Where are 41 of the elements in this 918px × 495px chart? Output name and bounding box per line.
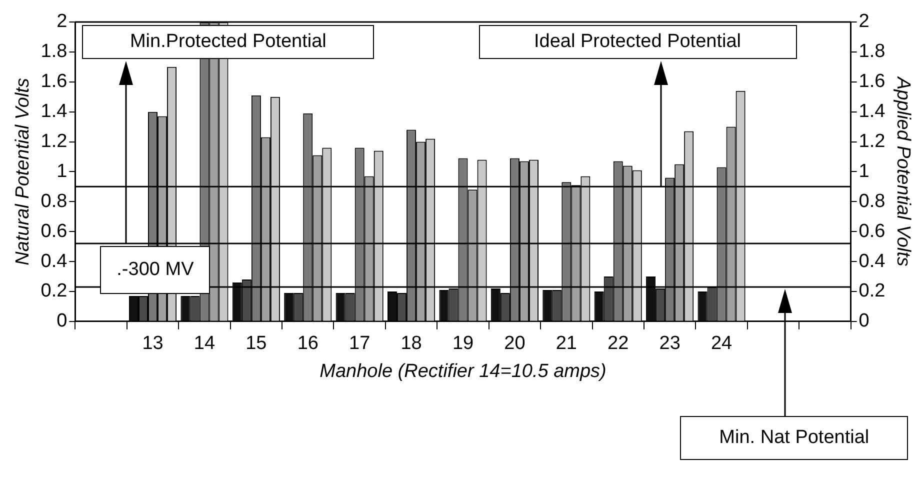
y-tick-label: 1.4: [40, 101, 68, 122]
x-tick-label: 21: [556, 333, 577, 354]
y2-tick-label: 2: [858, 11, 870, 32]
y-tick-label: 0.6: [40, 220, 68, 242]
x-tick-label: 14: [194, 333, 216, 354]
label-box: .-300 MV: [100, 246, 210, 294]
y-tick-label: 1: [56, 160, 68, 182]
x-tick-label: 19: [452, 333, 474, 354]
y2-tick-label: 1.8: [858, 41, 886, 62]
y-tick-label: 0.8: [40, 190, 68, 212]
y-tick-label: 1.8: [40, 41, 68, 62]
y2-tick-label: 0: [858, 310, 870, 332]
x-tick-label: 17: [349, 333, 370, 354]
x-tick-label: 15: [246, 333, 267, 354]
label-box: Ideal Protected Potential: [478, 25, 796, 59]
y2-axis-title: Applied Potential Volts: [892, 76, 914, 267]
label-box: Min.Protected Potential: [82, 25, 374, 59]
y2-tick-label: 1.2: [858, 130, 886, 152]
x-axis-title: Manhole (Rectifier 14=10.5 amps): [320, 360, 606, 382]
y2-tick-label: 0.4: [858, 250, 886, 272]
y-tick-label: 1.6: [40, 71, 68, 92]
x-tick-label: 22: [608, 333, 629, 354]
y2-tick-label: 0.6: [858, 220, 886, 242]
x-tick-label: 16: [297, 333, 318, 354]
x-tick-label: 23: [659, 333, 680, 354]
y-tick-label: 0: [56, 310, 68, 332]
y2-tick-label: 0.2: [858, 280, 886, 302]
y-tick-label: 2: [56, 11, 68, 32]
y-axis-title: Natural Potential Volts: [12, 78, 34, 266]
y2-tick-label: 1: [858, 160, 870, 182]
y-tick-label: 0.4: [40, 250, 68, 272]
y2-tick-label: 1.4: [858, 101, 886, 122]
x-tick-label: 13: [142, 333, 164, 354]
x-tick-label: 18: [400, 333, 422, 354]
label-box: Min. Nat Potential: [680, 416, 908, 460]
y2-tick-label: 1.6: [858, 71, 886, 92]
y-tick-label: 1.2: [40, 130, 68, 152]
x-tick-label: 24: [710, 333, 733, 354]
y2-tick-label: 0.8: [858, 190, 886, 212]
y-tick-label: 0.2: [40, 280, 68, 302]
x-tick-label: 20: [504, 333, 526, 354]
